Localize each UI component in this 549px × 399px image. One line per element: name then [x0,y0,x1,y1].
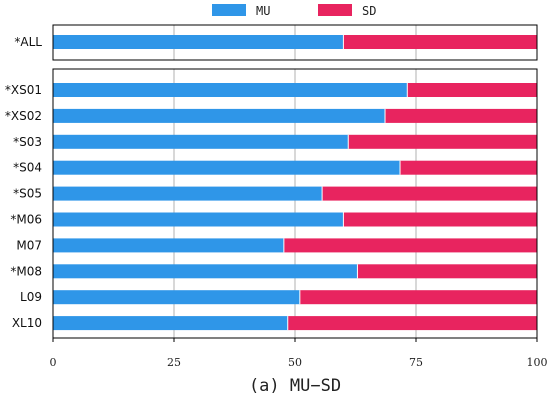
x-tick-label: 75 [409,356,423,369]
bottom-bar-mu [53,264,358,279]
bottom-category-label: M07 [16,238,42,252]
top-bar-sd [343,35,537,49]
bottom-panel: *XS01 *XS02 *S03 *S04 *S05 *M06 M07 *M08 L09 XL10 [5,68,538,339]
bottom-bar-mu [53,83,408,97]
top-panel-category-labels: *ALL [14,35,42,49]
top-category-label: *ALL [14,35,42,49]
x-tick-label: 0 [50,356,57,369]
legend-swatch-mu [212,4,246,16]
bottom-category-label: *M06 [10,213,42,227]
bottom-bar-sd [357,264,537,279]
bottom-bar-sd [299,290,537,305]
bottom-bar-mu [53,238,284,253]
bottom-bar-sd [385,108,537,123]
chart-caption: (a) MU−SD [249,376,341,396]
top-panel-frame [52,24,538,61]
bottom-panel-category-labels: *XS01 *XS02 *S03 *S04 *S05 *M06 M07 *M08 L09 XL10 [5,83,42,330]
x-tick-label: 50 [288,356,302,369]
bottom-category-label: XL10 [12,316,42,330]
bottom-bar-sd [283,238,537,253]
legend-swatch-sd [318,4,352,16]
bottom-category-label: *XS02 [5,109,42,123]
bottom-bar-sd [322,186,537,201]
bottom-bar-mu [53,290,300,305]
x-tick-label: 25 [167,356,181,369]
legend: MU SD [212,4,376,18]
top-panel-bars [53,35,537,49]
bottom-bar-sd [400,160,537,175]
legend-label-sd: SD [362,4,376,18]
bottom-bar-mu [53,186,323,201]
bottom-bar-mu [53,316,288,331]
bottom-bar-mu [53,108,386,123]
bottom-bar-mu [53,160,401,175]
bottom-category-label: *M08 [10,264,42,278]
bottom-bar-mu [53,134,349,149]
x-axis-ticks: 0 25 50 75 100 [50,338,548,369]
bottom-bar-sd [348,134,537,149]
bottom-category-label: L09 [20,290,42,304]
top-bar-mu [53,35,344,49]
legend-label-mu: MU [256,4,270,18]
bottom-bar-sd [343,212,537,227]
bottom-bar-mu [53,212,344,227]
bottom-panel-bars [53,83,537,331]
bottom-bar-sd [287,316,537,331]
bottom-category-label: *S05 [13,187,42,201]
bottom-bar-sd [407,83,537,97]
x-tick-label: 100 [527,356,548,369]
top-panel: *ALL [14,24,538,61]
bottom-category-label: *S04 [13,161,42,175]
bottom-category-label: *S03 [13,135,42,149]
bottom-category-label: *XS01 [5,83,42,97]
